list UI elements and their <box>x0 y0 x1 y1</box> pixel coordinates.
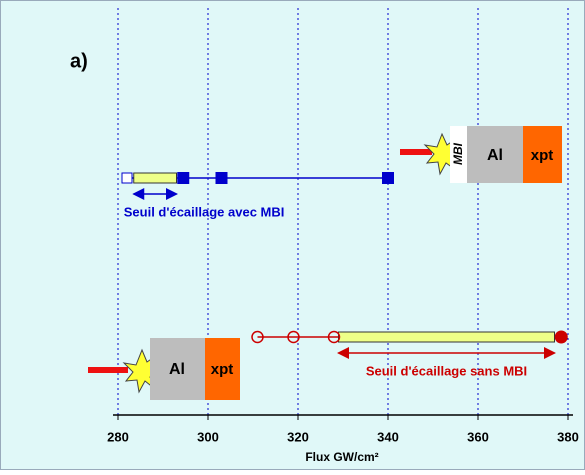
x-tick-label: 300 <box>197 429 219 444</box>
x-tick-label: 380 <box>557 429 579 444</box>
layer-label: xpt <box>211 361 234 378</box>
filled-point <box>382 172 394 184</box>
xpt-layer <box>205 338 240 400</box>
x-tick-label: 340 <box>377 429 399 444</box>
al-layer <box>467 126 523 183</box>
filled-point <box>177 172 190 184</box>
series-label: Seuil d'écaillage sans MBI <box>366 363 527 378</box>
x-tick-label: 360 <box>467 429 489 444</box>
layer-label: xpt <box>531 147 554 164</box>
range-bar <box>338 331 555 343</box>
layer-label: Al <box>487 147 503 164</box>
x-tick-label: 280 <box>107 429 129 444</box>
open-point <box>287 330 300 344</box>
filled-point <box>554 330 568 344</box>
layer-label: Al <box>169 361 185 378</box>
al-layer <box>150 338 205 400</box>
series-label: Seuil d'écaillage avec MBI <box>124 204 285 219</box>
target-top: MBI Al xpt <box>400 126 562 183</box>
panel-label: a) <box>70 50 88 72</box>
target-bottom: Al xpt <box>88 338 240 400</box>
range-bar <box>133 172 177 184</box>
x-axis-label: Flux GW/cm² <box>305 450 378 464</box>
mbi-layer <box>450 126 467 183</box>
x-tick-label: 320 <box>287 429 309 444</box>
open-point <box>327 330 341 344</box>
open-point <box>121 172 133 184</box>
open-point <box>251 330 264 344</box>
xpt-layer <box>523 126 562 183</box>
layer-label: MBI <box>451 142 465 165</box>
filled-point <box>215 172 228 184</box>
